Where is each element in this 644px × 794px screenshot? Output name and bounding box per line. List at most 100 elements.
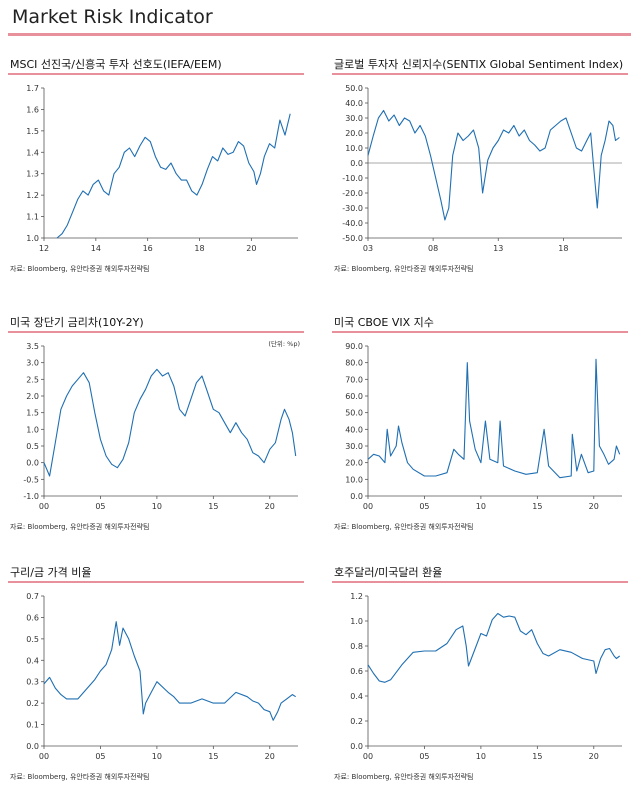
y-tick-label: -10.0 <box>342 174 363 183</box>
y-tick-label: 0.4 <box>26 656 39 665</box>
y-tick-label: 1.4 <box>26 148 39 157</box>
panel-rule <box>332 73 628 75</box>
x-tick-label: 00 <box>363 752 373 761</box>
panel-copper-gold: 구리/금 가격 비율 0.0 0.1 0.2 0.3 0.4 0.5 0.6 0.7 00 05 1… <box>8 564 304 794</box>
title-rule <box>8 33 631 36</box>
x-tick-label: 20 <box>265 752 275 761</box>
y-tick-label: 30.0 <box>345 114 363 123</box>
panel-aud-usd: 호주달러/미국달러 환율 0.0 0.2 0.4 0.6 0.8 1.0 1.2 00 05 10… <box>332 564 628 794</box>
x-tick-label: 13 <box>493 244 503 253</box>
x-tick-label: 00 <box>39 502 49 511</box>
chart-yield-spread: -1.0 -0.5 0.0 0.5 1.0 1.5 2.0 2.5 3.0 3.5 00 05 10 15… <box>23 342 298 511</box>
x-tick-label: 15 <box>208 752 218 761</box>
chart-msci: 1.0 1.1 1.2 1.3 1.4 1.5 1.6 1.7 12 14 16 18 20 <box>26 84 298 253</box>
y-tick-label: 0.8 <box>350 642 363 651</box>
series-line <box>56 113 291 239</box>
y-tick-label: 0.2 <box>350 717 363 726</box>
panel-rule <box>8 331 304 333</box>
y-tick-label: 0.6 <box>350 667 363 676</box>
y-tick-label: 0.5 <box>26 442 39 451</box>
unit-note: (단위: %p) <box>268 340 300 348</box>
series-line <box>367 358 621 479</box>
y-tick-label: 0.5 <box>26 635 39 644</box>
y-tick-label: 70.0 <box>345 375 363 384</box>
y-tick-label: 1.7 <box>26 84 39 93</box>
y-tick-label: 0.0 <box>26 742 39 751</box>
y-tick-label: 1.2 <box>350 592 363 601</box>
x-tick-label: 12 <box>39 244 49 253</box>
x-tick-label: 05 <box>419 502 429 511</box>
x-tick-label: 20 <box>246 244 256 253</box>
y-tick-label: 1.5 <box>26 409 39 418</box>
x-tick-label: 18 <box>558 244 568 253</box>
y-tick-label: 1.0 <box>26 234 39 243</box>
y-tick-label: 10.0 <box>345 144 363 153</box>
panel-rule <box>8 581 304 583</box>
y-tick-label: 0.7 <box>26 592 39 601</box>
panel-title: 구리/금 가격 비율 <box>10 566 92 579</box>
panel-rule <box>8 73 304 75</box>
y-tick-label: 20.0 <box>345 129 363 138</box>
y-tick-label: 0.2 <box>26 699 39 708</box>
source-note: 자료: Bloomberg, 유안타증권 해외투자전략팀 <box>10 265 150 273</box>
y-tick-label: 60.0 <box>345 392 363 401</box>
y-tick-label: 30.0 <box>345 442 363 451</box>
y-tick-label: 1.2 <box>26 191 39 200</box>
x-tick-label: 15 <box>532 752 542 761</box>
source-note: 자료: Bloomberg, 유안타증권 해외투자전략팀 <box>334 773 474 781</box>
x-tick-label: 10 <box>152 752 162 761</box>
source-note: 자료: Bloomberg, 유안타증권 해외투자전략팀 <box>334 265 474 273</box>
chart-sentix: -50.0 -40.0 -30.0 -20.0 -10.0 0.0 10.0 20.0 30.0… <box>342 84 622 253</box>
y-tick-label: -20.0 <box>342 189 363 198</box>
y-tick-label: 40.0 <box>345 99 363 108</box>
x-tick-label: 10 <box>476 752 486 761</box>
series-line <box>367 109 620 221</box>
series-line <box>43 621 296 721</box>
source-note: 자료: Bloomberg, 유안타증권 해외투자전략팀 <box>334 523 474 531</box>
y-tick-label: -30.0 <box>342 204 363 213</box>
y-tick-label: 1.6 <box>26 105 39 114</box>
y-tick-label: 20.0 <box>345 459 363 468</box>
panel-title: MSCI 선진국/신흥국 투자 선호도(IEFA/EEM) <box>10 58 222 71</box>
series-line <box>367 612 621 683</box>
chart-copper-gold: 0.0 0.1 0.2 0.3 0.4 0.5 0.6 0.7 00 05 10 15 20 <box>26 592 298 761</box>
y-tick-label: 90.0 <box>345 342 363 351</box>
x-tick-label: 00 <box>363 502 373 511</box>
x-tick-label: 10 <box>476 502 486 511</box>
y-tick-label: 3.5 <box>26 342 39 351</box>
panel-title: 미국 CBOE VIX 지수 <box>334 316 434 329</box>
panel-yield-spread: 미국 장단기 금리차(10Y-2Y) (단위: %p) -1.0 -0.5 0.0 0… <box>8 314 304 544</box>
panel-sentix: 글로벌 투자자 신뢰지수(SENTIX Global Sentiment Ind… <box>332 56 628 286</box>
x-tick-label: 08 <box>428 244 438 253</box>
y-tick-label: 0.4 <box>350 692 363 701</box>
y-tick-label: 1.5 <box>26 127 39 136</box>
x-tick-label: 20 <box>589 752 599 761</box>
y-tick-label: 2.5 <box>26 375 39 384</box>
x-tick-label: 14 <box>91 244 101 253</box>
y-tick-label: 3.0 <box>26 359 39 368</box>
panel-rule <box>332 581 628 583</box>
y-tick-label: 0.0 <box>350 159 363 168</box>
source-note: 자료: Bloomberg, 유안타증권 해외투자전략팀 <box>10 523 150 531</box>
x-tick-label: 18 <box>194 244 204 253</box>
panel-title: 미국 장단기 금리차(10Y-2Y) <box>10 316 144 329</box>
y-tick-label: 50.0 <box>345 84 363 93</box>
panel-vix: 미국 CBOE VIX 지수 0.0 10.0 20.0 30.0 40.0 50.0 60… <box>332 314 628 544</box>
y-tick-label: 1.3 <box>26 170 39 179</box>
y-tick-label: 80.0 <box>345 359 363 368</box>
series-line <box>43 368 297 477</box>
panel-title: 글로벌 투자자 신뢰지수(SENTIX Global Sentiment Ind… <box>334 58 624 71</box>
y-tick-label: 1.0 <box>26 425 39 434</box>
x-tick-label: 20 <box>265 502 275 511</box>
x-tick-label: 03 <box>363 244 373 253</box>
panel-msci: MSCI 선진국/신흥국 투자 선호도(IEFA/EEM) 1.0 1.1 1.2 1… <box>8 56 304 286</box>
x-tick-label: 00 <box>39 752 49 761</box>
y-tick-label: -40.0 <box>342 219 363 228</box>
chart-vix: 0.0 10.0 20.0 30.0 40.0 50.0 60.0 70.0 80.0 90.0 0… <box>345 342 622 511</box>
x-tick-label: 05 <box>95 752 105 761</box>
y-tick-label: 50.0 <box>345 409 363 418</box>
y-tick-label: 0.0 <box>26 459 39 468</box>
y-tick-label: 1.0 <box>350 617 363 626</box>
y-tick-label: 0.3 <box>26 678 39 687</box>
x-tick-label: 15 <box>532 502 542 511</box>
